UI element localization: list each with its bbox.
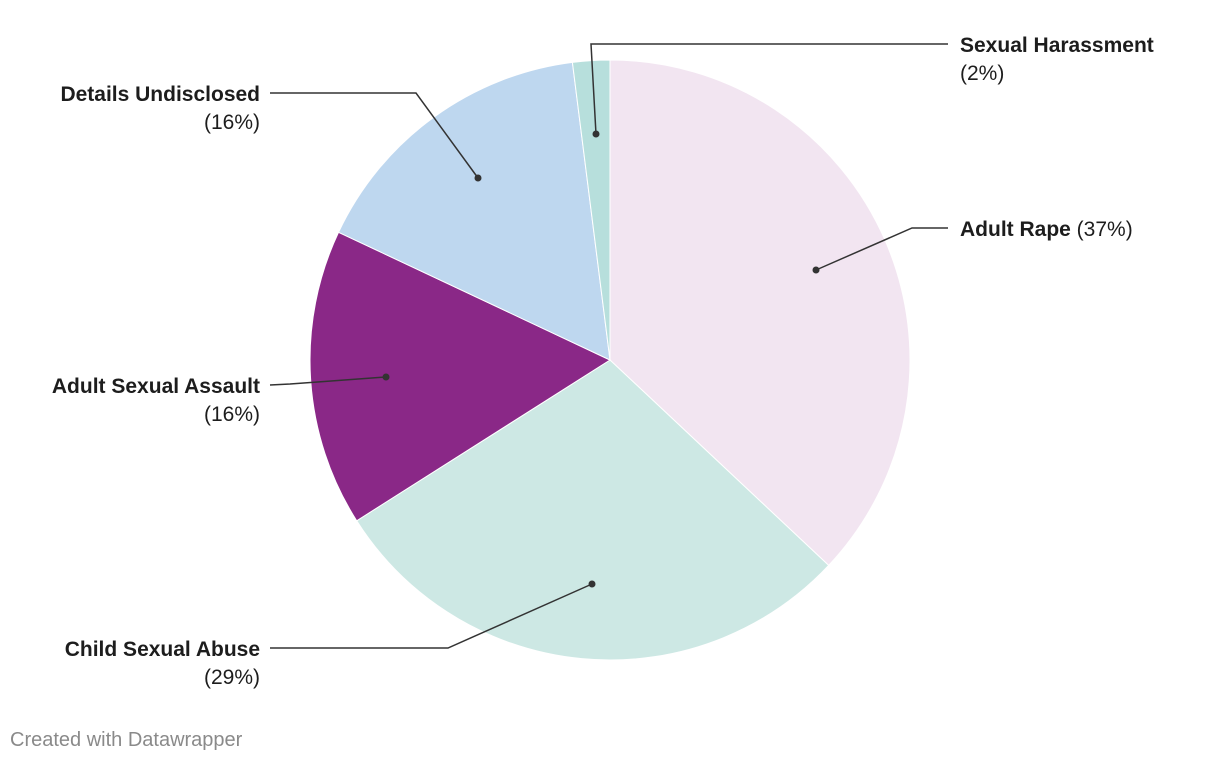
pie-slices [309,59,911,661]
leader-lines [269,43,948,649]
pie-slice-adult-sexual-assault [309,231,612,522]
slice-name-adult-sexual-assault: Adult Sexual Assault [52,375,260,398]
slice-value-sexual-harassment: (2%) [960,62,1004,85]
pie-slice-sexual-harassment [571,59,611,361]
slice-value-details-undisclosed: (16%) [204,111,260,134]
leader-dot-details-undisclosed [474,174,482,182]
leader-line-adult-sexual-assault [269,376,387,386]
slice-name-adult-rape: Adult Rape [960,218,1071,241]
leader-line-details-undisclosed [270,92,479,179]
slice-name-sexual-harassment: Sexual Harassment [960,34,1154,57]
leader-line-adult-rape [815,227,948,271]
leader-line-sexual-harassment [590,43,948,135]
slice-label-adult-rape: Adult Rape (37%) [960,218,1133,241]
leader-line-child-sexual-abuse [270,583,593,649]
leader-dot-child-sexual-abuse [588,580,596,588]
slice-labels: Adult Rape (37%) Child Sexual Abuse (29%) A… [52,34,1154,689]
pie-slice-adult-rape [609,59,911,567]
slice-name-child-sexual-abuse: Child Sexual Abuse [65,638,260,661]
slice-value-child-sexual-abuse: (29%) [204,666,260,689]
leader-dot-adult-rape [812,266,820,274]
slice-value-adult-sexual-assault: (16%) [204,403,260,426]
slice-value-adult-rape: (37%) [1071,218,1133,241]
pie-slice-child-sexual-abuse [356,359,830,661]
leader-dot-sexual-harassment [592,130,600,138]
leader-dot-adult-sexual-assault [382,373,390,381]
datawrapper-credit: Created with Datawrapper [10,729,243,751]
slice-name-details-undisclosed: Details Undisclosed [60,83,260,106]
